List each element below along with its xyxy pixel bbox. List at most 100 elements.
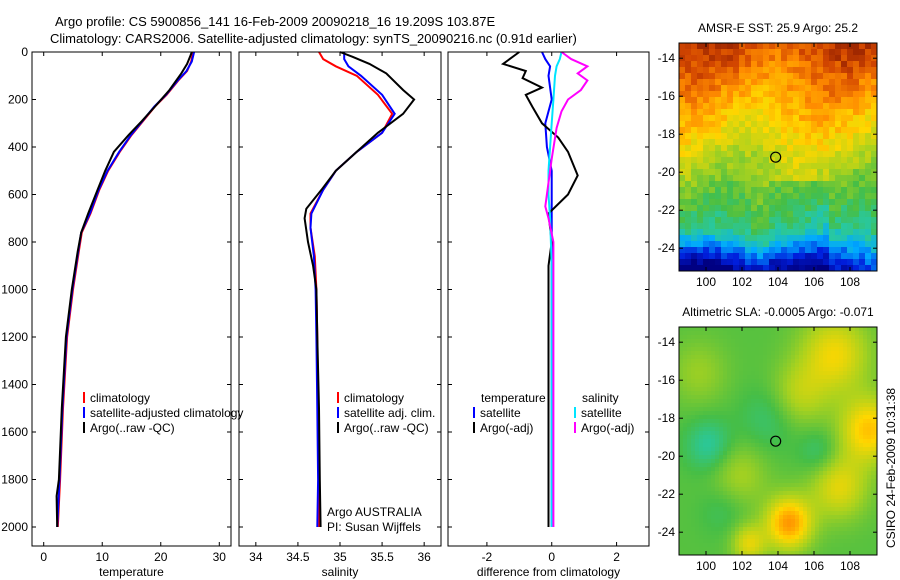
sla-cell [871,543,876,548]
sla-cell [807,515,812,520]
sla-cell [687,503,692,508]
sla-cell [815,359,820,364]
sla-cell [859,523,864,528]
sla-cell [703,467,708,472]
sla-cell [735,547,740,552]
sla-cell [819,475,824,480]
sla-cell [763,511,768,516]
sst-cell [799,157,806,164]
sla-cell [707,399,712,404]
sst-cell [805,121,812,128]
sla-cell [767,435,772,440]
sla-cell [767,415,772,420]
sla-cell [715,347,720,352]
sla-cell [839,347,844,352]
sla-cell [739,515,744,520]
sla-cell [707,439,712,444]
sla-cell [811,347,816,352]
sla-cell [843,407,848,412]
sla-cell [679,443,684,448]
sla-cell [683,363,688,368]
sla-cell [703,507,708,512]
sla-cell [683,539,688,544]
sla-cell [755,543,760,548]
sla-cell [831,343,836,348]
sst-cell [865,151,872,158]
sla-cell [791,491,796,496]
sla-cell [819,487,824,492]
sst-cell [685,133,692,140]
sla-cell [771,551,776,555]
sla-cell [847,383,852,388]
sla-cell [703,407,708,412]
sla-cell [799,491,804,496]
sla-cell [687,335,692,340]
sla-cell [867,395,872,400]
sst-cell [685,49,692,56]
sst-cell [739,169,746,176]
sst-cell [745,127,752,134]
sst-cell [871,259,877,266]
sla-cell [703,463,708,468]
sla-cell [875,363,877,368]
sla-cell [695,419,700,424]
sla-cell [867,467,872,472]
sst-cell [847,133,854,140]
sst-cell [793,145,800,152]
sla-cell [803,483,808,488]
sla-cell [715,407,720,412]
depth-tick-label: 0 [21,45,28,59]
sla-cell [735,499,740,504]
sla-cell [703,491,708,496]
sla-cell [703,415,708,420]
sla-cell [847,379,852,384]
sla-cell [775,519,780,524]
sla-cell [695,387,700,392]
sla-cell [727,391,732,396]
sla-cell [735,431,740,436]
sla-cell [795,427,800,432]
sst-cell [805,247,812,254]
sla-cell [839,423,844,428]
sla-cell [795,343,800,348]
sla-cell [803,335,808,340]
sst-cell [697,145,704,152]
sst-cell [835,169,842,176]
sst-cell [751,151,758,158]
sla-cell [807,475,812,480]
sst-cell [697,217,704,224]
sst-cell [799,115,806,122]
sla-cell [747,523,752,528]
sla-cell [699,459,704,464]
sst-cell [733,97,740,104]
sla-cell [711,347,716,352]
sla-cell [787,499,792,504]
sla-cell [679,407,684,412]
sst-cell [829,211,836,218]
sla-cell [847,419,852,424]
sla-cell [707,391,712,396]
sst-cell [817,73,824,80]
sst-cell [757,199,764,206]
sla-cell [787,427,792,432]
sla-cell [775,463,780,468]
sst-cell [715,67,722,74]
sla-cell [767,403,772,408]
sla-cell [679,495,684,500]
sst-cell [823,115,830,122]
sla-cell [727,403,732,408]
sla-ytick-label: -14 [658,335,676,349]
sla-cell [855,519,860,524]
sla-cell [779,371,784,376]
sla-cell [707,407,712,412]
sla-cell [699,415,704,420]
sla-cell [843,439,848,444]
sla-cell [731,359,736,364]
sla-cell [815,463,820,468]
sla-cell [755,395,760,400]
sst-cell [679,235,686,242]
sst-cell [817,115,824,122]
sla-cell [831,379,836,384]
sla-cell [755,483,760,488]
sla-cell [859,363,864,368]
